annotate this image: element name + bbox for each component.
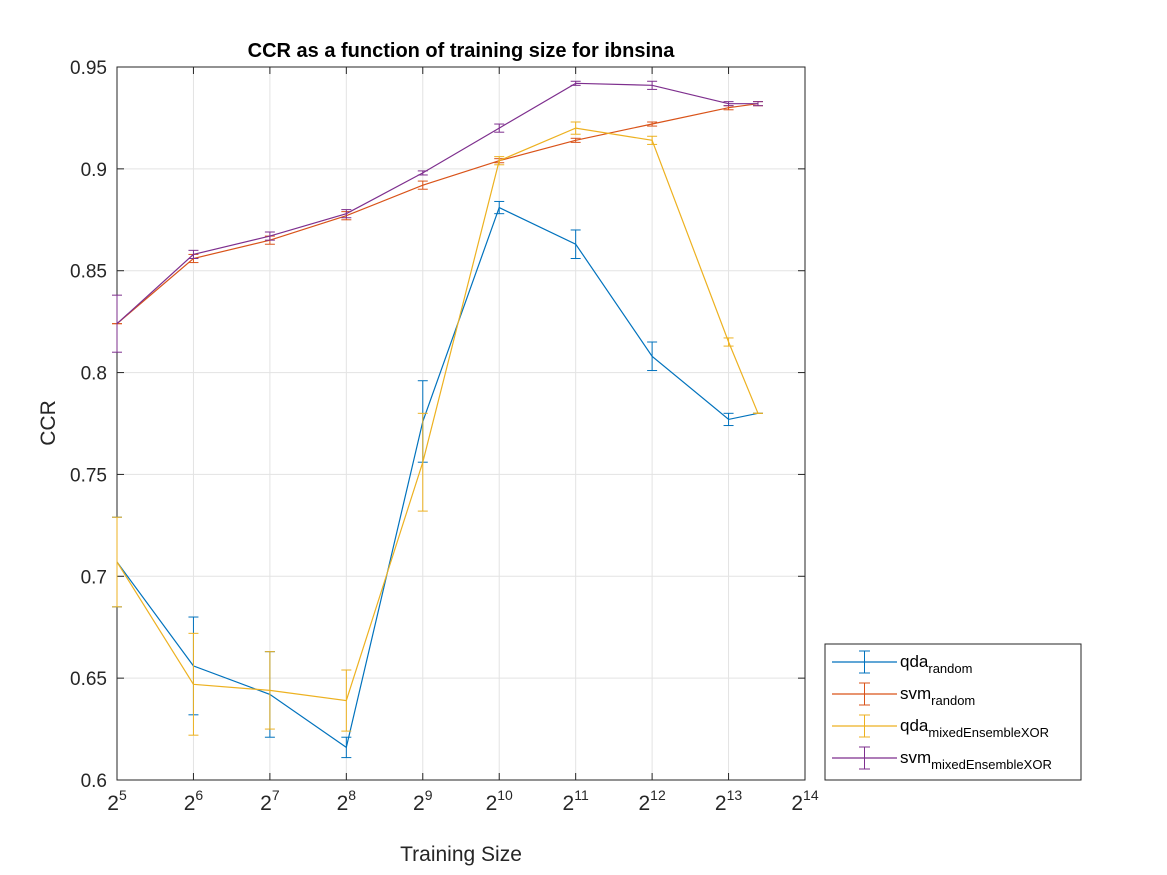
x-tick-label: 26 <box>184 787 204 815</box>
y-tick-label: 0.7 <box>81 567 107 588</box>
plot-area-border <box>116 66 806 781</box>
x-tick-base: 2 <box>107 792 119 815</box>
x-tick-label: 212 <box>638 787 665 815</box>
legend-subscript: random <box>928 661 972 676</box>
y-tick-label: 0.6 <box>81 771 107 792</box>
x-tick-label: 211 <box>563 787 589 815</box>
y-tick-label: 0.9 <box>81 160 107 181</box>
x-tick-base: 2 <box>638 792 650 815</box>
legend-name: qda <box>900 652 929 671</box>
error-bar <box>723 101 734 107</box>
x-tick-label: 214 <box>791 787 818 815</box>
legend-label: qdarandom <box>900 652 972 676</box>
error-bar <box>341 209 352 219</box>
x-tick-base: 2 <box>184 792 196 815</box>
x-tick-base: 2 <box>260 792 272 815</box>
error-bar <box>723 337 734 347</box>
legend-item: svmmixedEnsembleXOR <box>832 746 1052 772</box>
x-tick-label: 29 <box>413 787 433 815</box>
error-bar <box>494 156 505 166</box>
error-bar <box>647 135 658 145</box>
error-bar <box>188 249 199 259</box>
error-bar <box>264 231 275 241</box>
y-tick-label: 0.75 <box>70 465 107 486</box>
x-tick-exponent: 12 <box>650 787 666 803</box>
error-bar <box>647 121 658 127</box>
x-tick-exponent: 7 <box>272 787 280 803</box>
legend-item: svmrandom <box>832 682 975 708</box>
legend-item: qdarandom <box>832 650 972 676</box>
x-tick-label: 27 <box>260 787 280 815</box>
error-bar <box>753 101 764 107</box>
error-bar <box>570 80 581 86</box>
x-axis-label: Training Size <box>400 843 522 866</box>
error-bar <box>723 412 734 427</box>
legend-label: svmmixedEnsembleXOR <box>900 748 1052 772</box>
error-bar <box>647 80 658 90</box>
series-line <box>116 103 759 325</box>
x-tick-label: 28 <box>337 787 357 815</box>
x-tick-base: 2 <box>791 792 803 815</box>
y-tick-label: 0.8 <box>81 364 107 385</box>
x-tick-exponent: 14 <box>803 787 819 803</box>
legend-name: svm <box>900 684 931 703</box>
series-line <box>116 206 759 749</box>
error-bar <box>570 229 581 259</box>
legend-item: qdamixedEnsembleXOR <box>832 714 1049 740</box>
x-tick-exponent: 5 <box>119 787 127 803</box>
axes-layer <box>116 66 806 781</box>
legend-label: svmrandom <box>900 684 975 708</box>
legend: qdarandomsvmrandomqdamixedEnsembleXORsvm… <box>824 643 1082 781</box>
series-layer <box>112 80 764 759</box>
x-tick-exponent: 10 <box>497 787 513 803</box>
y-tick-label: 0.65 <box>70 669 107 690</box>
error-bar <box>570 121 581 135</box>
x-tick-exponent: 6 <box>195 787 203 803</box>
x-tick-exponent: 13 <box>727 787 743 803</box>
error-bar <box>341 669 352 732</box>
legend-subscript: mixedEnsembleXOR <box>931 757 1052 772</box>
error-bar <box>112 294 122 353</box>
error-bar <box>188 632 199 736</box>
error-bar <box>647 341 658 372</box>
series-line <box>116 82 758 325</box>
y-tick-label: 0.95 <box>70 58 107 79</box>
x-tick-base: 2 <box>486 792 498 815</box>
x-tick-base: 2 <box>413 792 425 815</box>
x-tick-exponent: 9 <box>425 787 433 803</box>
x-tick-base: 2 <box>563 792 575 815</box>
error-bar <box>417 170 428 176</box>
series-line <box>116 127 759 702</box>
series-svm-mixedEnsembleXOR <box>112 80 764 353</box>
series-qda-mixedEnsembleXOR <box>112 121 764 736</box>
legend-name: qda <box>900 716 929 735</box>
error-bar <box>494 200 505 215</box>
error-bar <box>341 736 352 759</box>
x-tick-label: 213 <box>715 787 742 815</box>
legend-name: svm <box>900 748 931 767</box>
y-axis-label: CCR <box>37 400 60 446</box>
x-tick-base: 2 <box>337 792 349 815</box>
legend-subscript: mixedEnsembleXOR <box>928 725 1049 740</box>
error-bar <box>417 180 428 190</box>
x-tick-base: 2 <box>715 792 727 815</box>
legend-box <box>824 643 1082 781</box>
x-tick-label: 25 <box>107 787 127 815</box>
error-bar <box>417 412 428 512</box>
error-bar <box>570 137 581 143</box>
legend-subscript: random <box>931 693 975 708</box>
y-tick-label: 0.85 <box>70 262 107 283</box>
x-tick-exponent: 11 <box>574 787 589 803</box>
legend-label: qdamixedEnsembleXOR <box>900 716 1049 740</box>
error-bar <box>494 123 505 133</box>
chart-title: CCR as a function of training size for i… <box>248 40 676 62</box>
x-tick-label: 210 <box>486 787 513 815</box>
error-bar <box>264 651 275 730</box>
error-bar <box>112 516 122 608</box>
x-tick-exponent: 8 <box>348 787 356 803</box>
